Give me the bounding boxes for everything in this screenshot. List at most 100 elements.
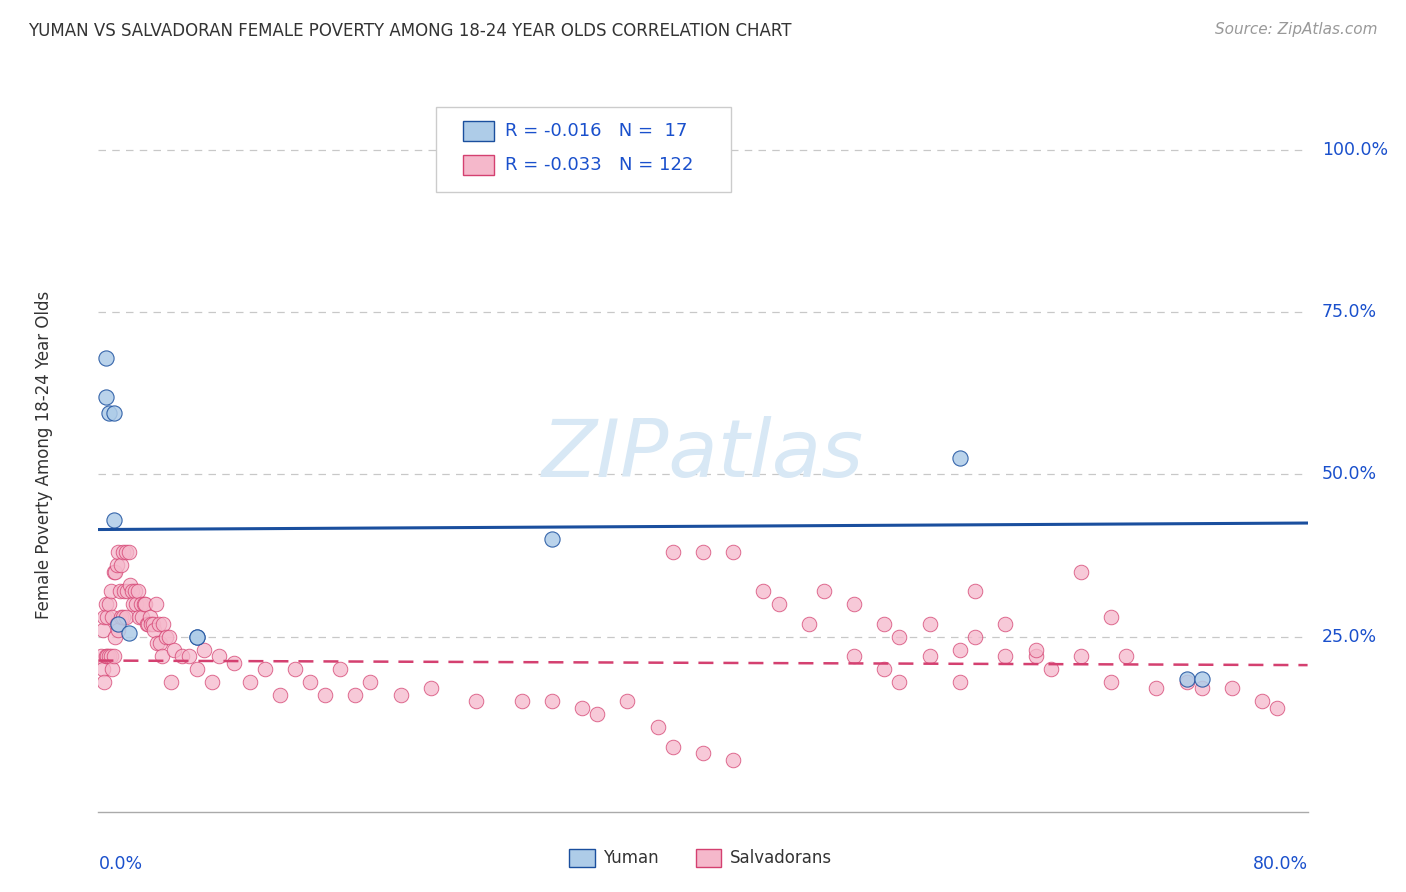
- Text: R = -0.033   N = 122: R = -0.033 N = 122: [505, 156, 693, 174]
- Point: [1070, 648, 1092, 663]
- Point: [94, 597, 117, 611]
- Point: [540, 694, 562, 708]
- Point: [94, 390, 117, 404]
- Point: [98, 597, 121, 611]
- Point: [692, 545, 714, 559]
- Point: [844, 597, 866, 611]
- Point: [949, 642, 972, 657]
- Point: [1175, 675, 1198, 690]
- Text: R = -0.016   N =  17: R = -0.016 N = 17: [505, 122, 688, 140]
- Point: [186, 630, 208, 644]
- Point: [120, 577, 142, 591]
- Point: [208, 648, 231, 663]
- Point: [90, 648, 112, 663]
- Point: [586, 707, 609, 722]
- Point: [284, 662, 307, 676]
- Point: [193, 642, 215, 657]
- Point: [134, 597, 156, 611]
- Point: [136, 616, 159, 631]
- Point: [768, 597, 790, 611]
- Point: [101, 610, 124, 624]
- Point: [104, 565, 127, 579]
- Point: [114, 610, 136, 624]
- Point: [148, 616, 170, 631]
- Point: [813, 584, 835, 599]
- Point: [1099, 675, 1122, 690]
- Point: [114, 545, 136, 559]
- Point: [661, 739, 683, 754]
- Point: [98, 648, 121, 663]
- Point: [105, 616, 128, 631]
- Point: [177, 648, 201, 663]
- Point: [889, 675, 911, 690]
- Point: [111, 545, 134, 559]
- Point: [1024, 642, 1046, 657]
- Text: YUMAN VS SALVADORAN FEMALE POVERTY AMONG 18-24 YEAR OLDS CORRELATION CHART: YUMAN VS SALVADORAN FEMALE POVERTY AMONG…: [28, 22, 792, 40]
- Point: [1191, 672, 1213, 686]
- Point: [1070, 565, 1092, 579]
- Point: [110, 558, 132, 573]
- Point: [616, 694, 638, 708]
- Point: [949, 451, 972, 466]
- Point: [104, 630, 127, 644]
- Point: [844, 648, 866, 663]
- Point: [360, 675, 382, 690]
- Text: Yuman: Yuman: [603, 849, 659, 867]
- Point: [721, 753, 744, 767]
- Text: 80.0%: 80.0%: [1253, 855, 1308, 872]
- Point: [128, 610, 150, 624]
- Point: [540, 533, 562, 547]
- Point: [96, 648, 118, 663]
- Point: [118, 545, 141, 559]
- Text: Source: ZipAtlas.com: Source: ZipAtlas.com: [1215, 22, 1378, 37]
- Point: [115, 584, 138, 599]
- Point: [150, 648, 173, 663]
- Point: [155, 630, 177, 644]
- Point: [107, 616, 129, 631]
- Text: Salvadorans: Salvadorans: [730, 849, 832, 867]
- Point: [101, 662, 124, 676]
- Point: [329, 662, 352, 676]
- Point: [873, 616, 896, 631]
- Point: [94, 351, 117, 365]
- Point: [96, 610, 118, 624]
- Point: [1144, 681, 1167, 696]
- Point: [93, 610, 115, 624]
- Point: [1099, 610, 1122, 624]
- Point: [146, 636, 169, 650]
- Point: [131, 610, 153, 624]
- Point: [1220, 681, 1243, 696]
- Point: [100, 584, 122, 599]
- Text: 100.0%: 100.0%: [1322, 141, 1388, 159]
- Point: [129, 597, 152, 611]
- Point: [314, 688, 336, 702]
- Point: [107, 623, 129, 637]
- Point: [100, 648, 122, 663]
- Point: [752, 584, 775, 599]
- Point: [1039, 662, 1062, 676]
- Point: [143, 623, 166, 637]
- Point: [201, 675, 224, 690]
- Point: [149, 636, 172, 650]
- Point: [135, 616, 157, 631]
- Point: [647, 720, 669, 734]
- Point: [344, 688, 367, 702]
- Point: [239, 675, 262, 690]
- Point: [145, 597, 167, 611]
- Point: [994, 648, 1017, 663]
- Point: [98, 406, 121, 420]
- Point: [965, 584, 987, 599]
- Point: [124, 584, 146, 599]
- Point: [721, 545, 744, 559]
- Point: [91, 623, 114, 637]
- Point: [111, 610, 134, 624]
- Point: [93, 675, 115, 690]
- Point: [132, 597, 155, 611]
- Point: [160, 675, 183, 690]
- Point: [965, 630, 987, 644]
- Point: [103, 406, 125, 420]
- Point: [1024, 648, 1046, 663]
- Point: [661, 545, 683, 559]
- Point: [510, 694, 533, 708]
- Text: 0.0%: 0.0%: [98, 855, 142, 872]
